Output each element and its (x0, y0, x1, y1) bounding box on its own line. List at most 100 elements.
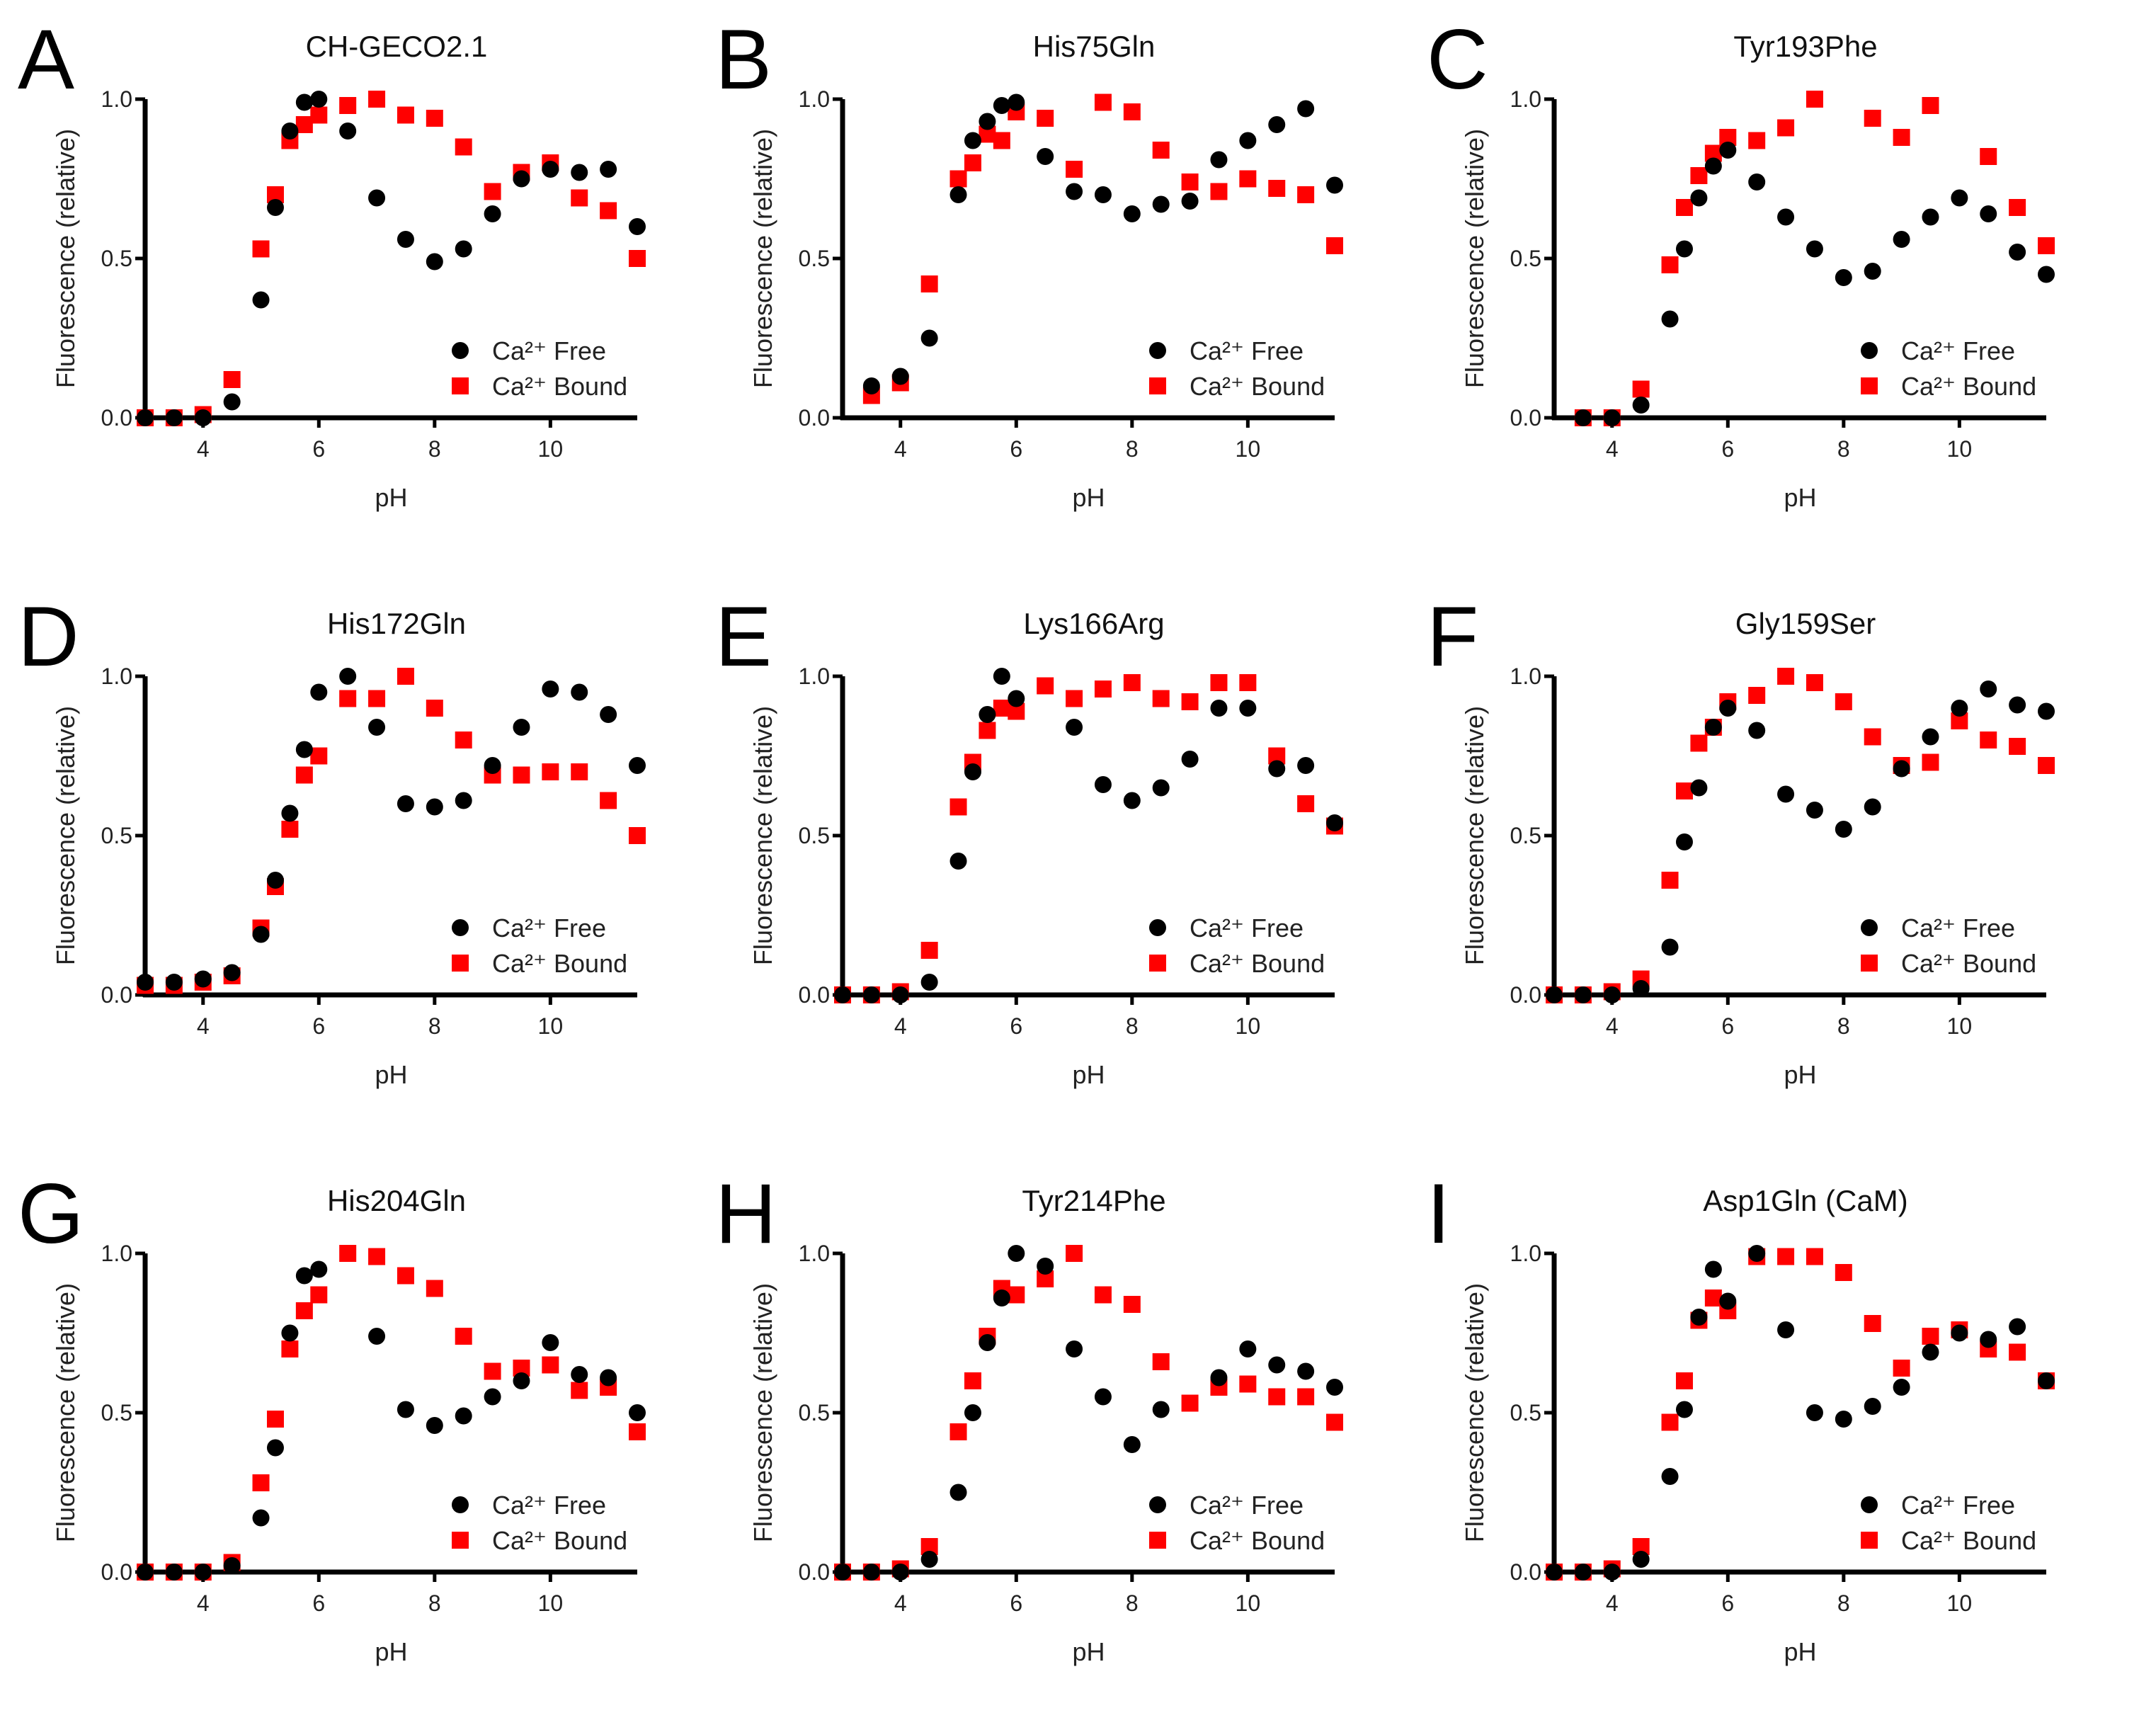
legend-label-free: Ca²⁺ Free (1190, 336, 1304, 365)
x-tick-label: 10 (538, 436, 564, 462)
x-tick-label: 4 (1606, 1590, 1619, 1616)
data-point-free (1210, 1369, 1228, 1387)
data-point-bound (1661, 1413, 1679, 1431)
data-point-bound (252, 1474, 270, 1491)
data-point-bound (1326, 1413, 1343, 1431)
data-point-free (1675, 833, 1693, 850)
panel-letter: I (1427, 1166, 1450, 1261)
data-point-free (1893, 231, 1910, 248)
legend-label-free: Ca²⁺ Free (492, 336, 606, 365)
data-point-free (137, 974, 154, 991)
panel-e: E Lys166Arg 0.0 0.5 1.0 4 6 8 10 pH Fluorescence (… (715, 589, 1343, 1089)
x-tick-label: 8 (1126, 1590, 1139, 1616)
data-point-bound (1094, 1286, 1112, 1304)
x-tick-label: 10 (1947, 1590, 1973, 1616)
data-point-free (1066, 1340, 1083, 1357)
legend-label-bound: Ca²⁺ Bound (492, 372, 627, 401)
data-point-bound (295, 766, 313, 784)
data-point-free (571, 164, 588, 181)
panel-h: H Tyr214Phe 0.0 0.5 1.0 4 6 8 10 pH Fluorescence (… (715, 1166, 1343, 1666)
data-point-bound (1704, 1290, 1722, 1306)
chart-title: His172Gln (327, 607, 466, 640)
data-point-bound (629, 827, 646, 844)
data-point-free (542, 681, 559, 698)
data-point-bound (1239, 170, 1257, 188)
data-point-free (310, 91, 328, 108)
data-point-free (964, 763, 981, 780)
legend-marker-free (1861, 342, 1878, 359)
data-point-free (1297, 757, 1315, 774)
x-tick-label: 10 (1236, 1590, 1261, 1616)
data-point-free (1037, 148, 1054, 165)
data-point-bound (1326, 237, 1343, 254)
y-tick-label: 1.0 (1510, 1241, 1541, 1266)
data-point-free (1922, 728, 1939, 746)
data-point-bound (1864, 728, 1881, 746)
data-point-bound (1806, 1248, 1823, 1265)
data-point-bound (281, 821, 299, 838)
data-point-bound (600, 792, 617, 809)
data-point-free (368, 1328, 386, 1345)
data-point-bound (397, 1267, 414, 1285)
data-point-bound (1777, 119, 1795, 137)
data-point-free (137, 409, 154, 426)
x-tick-label: 10 (1236, 436, 1261, 462)
data-point-bound (252, 240, 270, 258)
data-point-free (1893, 1379, 1910, 1396)
data-point-bound (1806, 91, 1823, 108)
data-point-free (223, 393, 241, 411)
x-tick-label: 6 (1010, 1013, 1022, 1039)
legend-label-bound: Ca²⁺ Bound (1901, 372, 2036, 401)
data-point-free (1835, 269, 1852, 286)
data-point-bound (1152, 142, 1170, 159)
data-point-bound (1297, 795, 1315, 812)
data-point-bound (223, 371, 241, 388)
data-point-bound (1123, 674, 1141, 691)
data-point-free (1748, 173, 1766, 190)
data-point-free (1574, 409, 1592, 426)
x-tick-label: 10 (1236, 1013, 1261, 1039)
x-tick-label: 6 (1721, 1590, 1734, 1616)
data-point-free (194, 970, 212, 988)
data-point-bound (295, 116, 313, 133)
data-point-free (513, 1372, 530, 1389)
data-point-free (1123, 1436, 1141, 1453)
data-point-bound (629, 250, 646, 267)
y-axis-label: Fluorescence (relative) (1460, 129, 1489, 388)
data-point-free (1661, 1468, 1679, 1485)
data-point-bound (1893, 1360, 1910, 1377)
data-point-free (1326, 814, 1343, 831)
legend-marker-free (1149, 919, 1166, 936)
y-tick-label: 0.5 (799, 246, 830, 271)
data-point-bound (1675, 1372, 1693, 1389)
data-point-bound (1066, 161, 1083, 178)
data-point-free (949, 186, 967, 203)
data-point-free (571, 683, 588, 701)
data-point-free (949, 853, 967, 870)
data-point-free (1704, 1260, 1722, 1278)
y-tick-label: 0.5 (1510, 1400, 1541, 1425)
data-point-free (295, 741, 313, 758)
data-point-free (1268, 760, 1286, 778)
data-point-free (1835, 821, 1852, 838)
data-point-free (137, 1564, 154, 1581)
data-point-bound (310, 106, 328, 124)
data-point-bound (455, 731, 472, 748)
data-point-free (1546, 986, 1563, 1003)
data-point-free (1980, 1331, 1997, 1348)
data-point-free (600, 161, 617, 178)
panel-a: A CH-GECO2.1 0.0 0.5 1.0 4 6 8 10 pH Fluorescence … (18, 12, 646, 512)
data-point-free (281, 1324, 299, 1342)
x-axis-label: pH (375, 1060, 407, 1089)
legend-label-bound: Ca²⁺ Bound (1190, 372, 1325, 401)
legend-label-free: Ca²⁺ Free (1901, 913, 2015, 943)
data-point-free (891, 368, 909, 385)
panel-letter: F (1427, 589, 1478, 684)
legend-marker-bound (1861, 1532, 1878, 1549)
y-tick-label: 1.0 (101, 86, 132, 112)
y-tick-label: 0.0 (101, 982, 132, 1008)
data-point-free (1690, 779, 1708, 797)
data-point-free (862, 986, 880, 1003)
legend-marker-bound (1149, 377, 1166, 394)
y-tick-label: 0.5 (101, 246, 132, 271)
